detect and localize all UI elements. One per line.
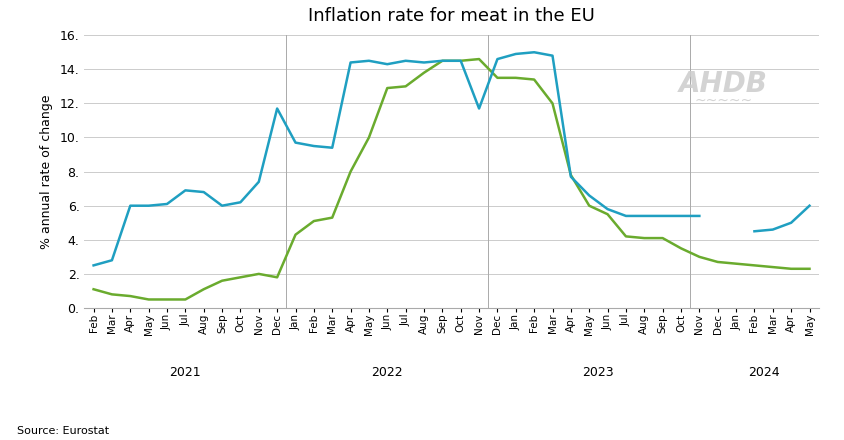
Text: 2022: 2022 [371,367,403,379]
Text: 2021: 2021 [170,367,201,379]
Text: 2023: 2023 [582,367,614,379]
Text: AHDB: AHDB [679,70,768,98]
Title: Inflation rate for meat in the EU: Inflation rate for meat in the EU [308,7,595,26]
Text: ~~~~~: ~~~~~ [694,94,752,108]
Text: Source: Eurostat: Source: Eurostat [17,425,109,436]
Y-axis label: % annual rate of change: % annual rate of change [40,94,52,249]
Text: 2024: 2024 [748,367,779,379]
